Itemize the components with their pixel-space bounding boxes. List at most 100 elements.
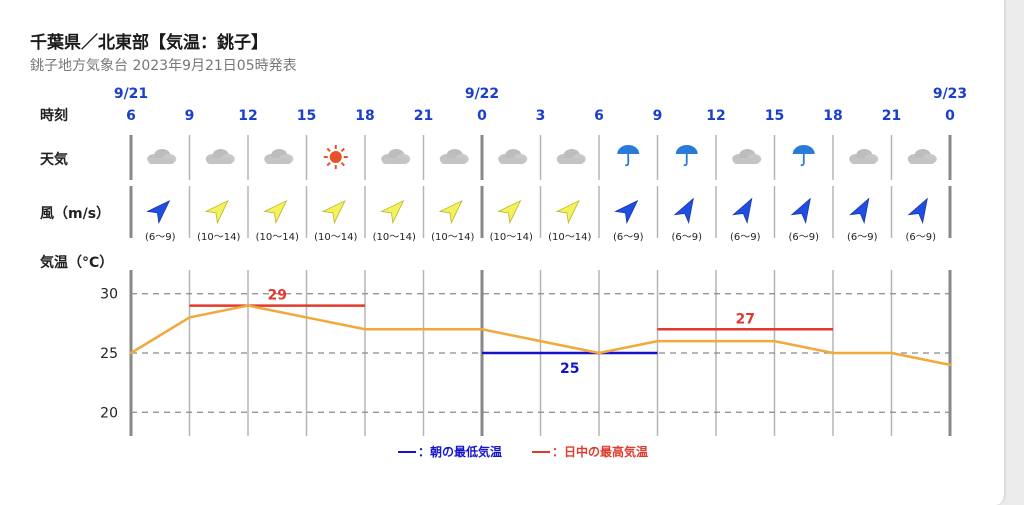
temperature-point [305,316,308,319]
temperature-point [363,328,367,331]
temperature-series [129,304,952,367]
rain-icon [675,145,698,167]
cloudy-icon [907,149,937,164]
max-temp-label: 27 [736,311,755,327]
legend-min-label: ：朝の最低気温 [418,445,503,459]
legend-min: ：朝の最低気温 [398,443,502,460]
hour-label: 21 [414,108,433,124]
cloudy-icon [264,149,294,164]
weather-row-label: 天気 [40,151,68,168]
y-tick-label: 30 [100,287,118,303]
weather-icons [147,145,937,169]
page-subtitle: 銚子地方気象台 2023年9月21日05時発表 [30,58,297,74]
wind-arrow-shape [263,199,288,225]
cloudy-icon [849,149,879,164]
wind-arrow-shape [555,199,580,225]
temperature-point [656,339,659,343]
umbrella-canopy [792,145,815,154]
hour-label: 6 [594,108,604,124]
wind-arrow-icon [204,199,229,225]
wind-arrow-shape [497,199,522,225]
cloud-part [908,158,935,164]
hour-label: 18 [355,108,374,124]
wind-arrow-shape [673,197,694,225]
legend-max-label: ：日中の最高気温 [552,445,649,459]
wind-speed-label: (10～14) [314,232,357,243]
hour-label: 12 [706,108,725,124]
legend: ：朝の最低気温 ：日中の最高気温 [398,443,648,460]
min-max-lines: 29 27 25 [189,288,833,377]
umbrella-canopy [675,145,698,154]
wind-arrow-icon [849,197,870,225]
wind-arrow-shape [732,197,753,225]
rain-icon [792,145,815,167]
wind-arrow-icon [263,199,288,225]
wind-arrow-shape [438,199,463,225]
temperature-point [480,328,484,331]
sun-ray [326,161,331,167]
hour-label: 18 [823,108,842,124]
hour-label: 15 [765,108,784,124]
wind-arrow-icon [907,197,928,225]
cloudy-icon [732,149,762,164]
cloud-part [557,158,584,164]
wind-speed-label: (10～14) [373,232,416,243]
umbrella-handle [624,154,630,167]
forecast-chart: 時刻 天気 風（m/s） 気温（°C） 9/21 9/22 9/23 6 9 12 15 1… [40,86,967,436]
wind-speed-label: (6～9) [788,232,819,243]
temperature-point [597,351,601,355]
hour-label: 15 [297,108,316,124]
legend-max: ：日中の最高気温 [532,443,648,460]
temperature-point [539,339,542,343]
cloud-part [499,158,526,164]
temperature-point [188,316,191,319]
wind-arrow-icon [614,199,639,225]
sun-ray [326,147,331,153]
temperature-point [831,351,835,355]
wind-row-label: 風（m/s） [40,206,110,222]
wind-speed-label: (10～14) [197,232,240,243]
wind-speed-label: (6～9) [671,232,702,243]
hour-label: 6 [126,108,136,124]
temperature-point [773,339,776,343]
wind-arrow-icon [380,199,405,225]
hour-label: 21 [882,108,901,124]
wind-speed-label: (10～14) [431,232,474,243]
sun-ray [340,147,345,153]
temperature-point [714,339,718,343]
wind-arrow-shape [146,199,171,225]
y-tick-label: 25 [100,346,118,362]
wind-arrow-icon [732,197,753,225]
rain-icon [617,145,640,167]
temperature-point [948,363,952,367]
wind-speed-label: (6～9) [847,232,878,243]
cloudy-icon [556,149,586,164]
wind-arrow-icon [321,199,346,225]
umbrella-canopy [617,145,640,154]
wind-speed-label: (6～9) [905,232,936,243]
cloudy-icon [147,149,177,164]
cloudy-icon [205,149,235,164]
page-title: 千葉県／北東部【気温：銚子】 [30,33,268,53]
wind-speed-label: (6～9) [613,232,644,243]
cloud-part [850,158,877,164]
hour-label: 9 [653,108,663,124]
hour-label: 12 [238,108,257,124]
cloudy-icon [381,149,411,164]
wind-arrow-shape [849,197,870,225]
date-label: 9/21 [114,86,148,102]
wind-arrow-icon [146,199,171,225]
wind-arrow-shape [614,199,639,225]
wind-speed-label: (10～14) [256,232,299,243]
wind-arrow-icon [497,199,522,225]
wind-arrow-shape [790,197,811,225]
legend-max-swatch [532,450,551,453]
temperature-point [246,304,250,307]
cloud-part [206,158,233,164]
hour-label: 0 [477,108,487,124]
time-row-label: 時刻 [40,107,68,124]
date-label: 9/23 [933,86,967,102]
wind-arrow-icon [438,199,463,225]
